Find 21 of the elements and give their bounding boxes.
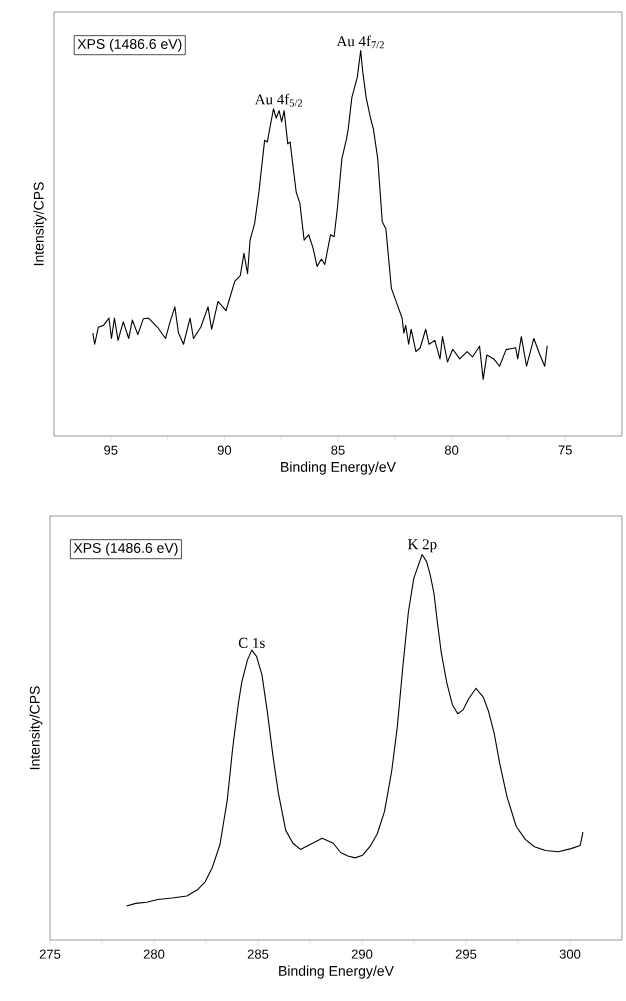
x-axis-title: Binding Energy/eV <box>281 461 396 475</box>
x-tick-label: 95 <box>104 445 118 455</box>
y-axis-title: Intensity/CPS <box>29 686 43 770</box>
x-tick-label: 280 <box>143 949 165 959</box>
x-tick-label: 295 <box>455 949 477 959</box>
x-tick-label: 285 <box>247 949 269 959</box>
annotation: XPS (1486.6 eV) <box>73 542 178 556</box>
x-tick-label: 275 <box>39 949 61 959</box>
annotation: Au 4f$_{5/2}$ <box>254 93 303 107</box>
y-axis-title: Intensity/CPS <box>33 182 47 266</box>
x-axis-title: Binding Energy/eV <box>279 965 394 979</box>
x-tick-label: 80 <box>444 445 459 455</box>
x-tick-label: 90 <box>217 445 232 455</box>
x-tick-label: 300 <box>559 949 581 959</box>
x-tick-label: 75 <box>558 445 572 455</box>
x-tick-label: 85 <box>331 445 345 455</box>
annotation: XPS (1486.6 eV) <box>77 38 182 52</box>
x-tick-label: 290 <box>351 949 373 959</box>
annotation: C 1s <box>238 637 265 648</box>
annotation: K 2p <box>407 539 437 553</box>
annotation: Au 4f$_{7/2}$ <box>336 35 384 49</box>
